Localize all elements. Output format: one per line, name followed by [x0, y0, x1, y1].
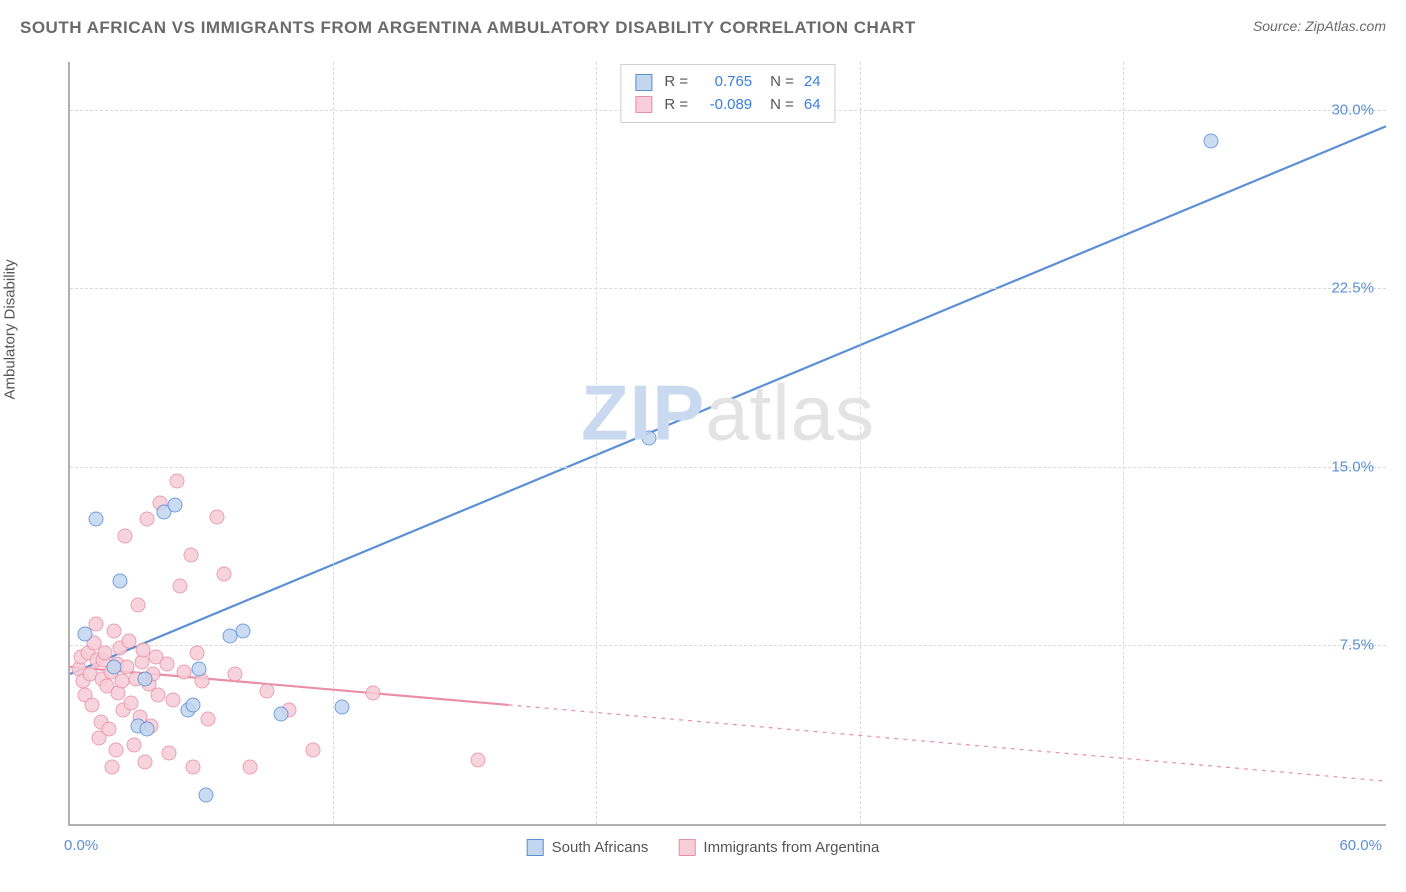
- scatter-point: [106, 659, 121, 674]
- correlation-legend-row: R = -0.089 N = 64: [635, 94, 820, 117]
- scatter-point: [183, 547, 198, 562]
- scatter-point: [84, 697, 99, 712]
- plot-area: ZIPatlas R =0.765N =24R =-0.089N =64 7.5…: [68, 62, 1386, 826]
- series-legend-label: South Africans: [552, 839, 649, 856]
- y-tick-label: 15.0%: [1331, 458, 1374, 475]
- scatter-point: [130, 597, 145, 612]
- r-value: 0.765: [696, 71, 752, 94]
- scatter-point: [201, 712, 216, 727]
- scatter-point: [122, 633, 137, 648]
- scatter-point: [216, 566, 231, 581]
- scatter-point: [170, 474, 185, 489]
- trend-line: [70, 126, 1386, 674]
- series-legend-label: Immigrants from Argentina: [703, 839, 879, 856]
- legend-swatch: [527, 839, 544, 856]
- scatter-point: [642, 431, 657, 446]
- legend-swatch: [635, 74, 652, 91]
- correlation-legend: R = 0.765 N = 24 R = -0.089 N = 64: [620, 64, 835, 123]
- scatter-point: [126, 738, 141, 753]
- gridline: [70, 645, 1386, 646]
- gridline-vertical: [1123, 62, 1124, 824]
- chart-title: SOUTH AFRICAN VS IMMIGRANTS FROM ARGENTI…: [20, 18, 916, 38]
- gridline-vertical: [596, 62, 597, 824]
- series-legend-item: South Africans: [527, 839, 649, 856]
- scatter-point: [166, 693, 181, 708]
- scatter-point: [192, 662, 207, 677]
- scatter-point: [172, 578, 187, 593]
- scatter-point: [137, 755, 152, 770]
- r-label: R =: [664, 94, 688, 117]
- scatter-point: [198, 788, 213, 803]
- scatter-point: [104, 759, 119, 774]
- scatter-point: [334, 700, 349, 715]
- scatter-point: [159, 657, 174, 672]
- scatter-point: [306, 743, 321, 758]
- source-label: Source: ZipAtlas.com: [1253, 18, 1386, 34]
- chart-container: Ambulatory Disability ZIPatlas R =0.765N…: [20, 50, 1386, 872]
- gridline-vertical: [860, 62, 861, 824]
- scatter-point: [117, 528, 132, 543]
- y-tick-label: 22.5%: [1331, 280, 1374, 297]
- scatter-point: [1203, 133, 1218, 148]
- n-label: N =: [770, 71, 794, 94]
- series-legend-item: Immigrants from Argentina: [678, 839, 879, 856]
- scatter-point: [161, 745, 176, 760]
- n-value: 24: [804, 71, 821, 94]
- scatter-point: [470, 752, 485, 767]
- y-axis-label: Ambulatory Disability: [2, 259, 19, 399]
- scatter-point: [124, 695, 139, 710]
- scatter-point: [113, 574, 128, 589]
- scatter-point: [89, 512, 104, 527]
- scatter-point: [242, 759, 257, 774]
- scatter-point: [177, 664, 192, 679]
- scatter-point: [106, 624, 121, 639]
- scatter-point: [78, 626, 93, 641]
- legend-swatch: [635, 96, 652, 113]
- trend-lines-layer: [70, 62, 1386, 824]
- scatter-point: [227, 666, 242, 681]
- scatter-point: [114, 674, 129, 689]
- scatter-point: [102, 721, 117, 736]
- scatter-point: [273, 707, 288, 722]
- n-label: N =: [770, 94, 794, 117]
- scatter-point: [98, 645, 113, 660]
- r-value: -0.089: [696, 94, 752, 117]
- scatter-point: [150, 688, 165, 703]
- scatter-point: [260, 683, 275, 698]
- trend-line-extrapolated: [509, 705, 1386, 781]
- gridline: [70, 467, 1386, 468]
- gridline: [70, 288, 1386, 289]
- r-label: R =: [664, 71, 688, 94]
- x-axis-max-label: 60.0%: [1339, 837, 1382, 854]
- scatter-point: [137, 671, 152, 686]
- y-tick-label: 30.0%: [1331, 101, 1374, 118]
- y-tick-label: 7.5%: [1340, 637, 1374, 654]
- scatter-point: [168, 497, 183, 512]
- n-value: 64: [804, 94, 821, 117]
- scatter-point: [139, 721, 154, 736]
- legend-swatch: [678, 839, 695, 856]
- scatter-point: [190, 645, 205, 660]
- scatter-point: [365, 686, 380, 701]
- scatter-point: [209, 509, 224, 524]
- series-legend: South Africans Immigrants from Argentina: [527, 839, 880, 856]
- scatter-point: [185, 759, 200, 774]
- scatter-point: [109, 743, 124, 758]
- scatter-point: [139, 512, 154, 527]
- x-axis-min-label: 0.0%: [64, 837, 98, 854]
- scatter-point: [236, 624, 251, 639]
- scatter-point: [185, 697, 200, 712]
- correlation-legend-row: R = 0.765 N = 24: [635, 71, 820, 94]
